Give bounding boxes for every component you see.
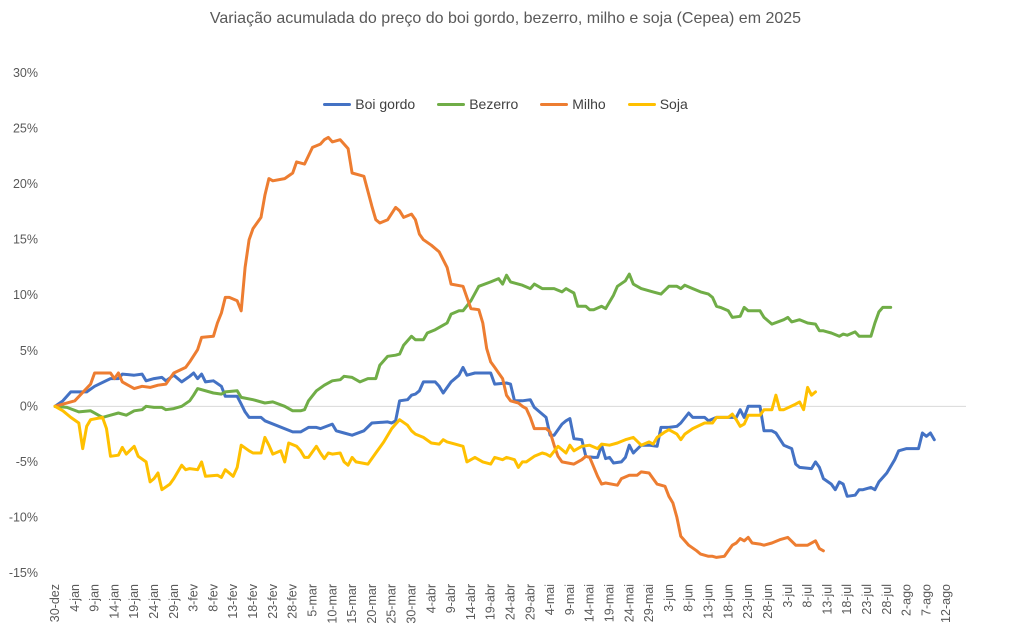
y-tick-label: 0% (20, 399, 38, 413)
x-tick-label: 30-dez (48, 584, 62, 622)
legend-swatch (437, 102, 466, 106)
x-tick-label: 4-mai (543, 584, 557, 615)
legend-swatch (627, 102, 656, 106)
legend-item: Milho (540, 96, 606, 112)
x-tick-label: 8-jun (682, 584, 696, 612)
y-tick-label: 25% (13, 122, 38, 136)
legend-label: Milho (572, 96, 606, 112)
x-tick-label: 13-jul (820, 584, 834, 615)
series-line-boi-gordo (53, 365, 936, 498)
x-tick-label: 18-jun (721, 584, 735, 619)
x-tick-label: 23-fev (266, 583, 280, 618)
x-tick-label: 4-jan (68, 584, 82, 612)
y-tick-label: -5% (16, 455, 38, 469)
x-tick-label: 10-mar (325, 584, 339, 624)
x-tick-label: 3-jul (781, 584, 795, 608)
x-tick-label: 15-mar (345, 584, 359, 624)
x-tick-label: 24-abr (504, 584, 518, 620)
legend-label: Bezerro (469, 96, 519, 112)
x-tick-label: 24-jan (147, 584, 161, 619)
y-tick-label: 20% (13, 177, 38, 191)
legend: Boi gordo Bezerro Milho Soja (0, 96, 1011, 112)
x-tick-label: 3-fev (187, 583, 201, 612)
x-tick-label: 14-jan (107, 584, 121, 619)
x-tick-label: 19-jan (127, 584, 141, 619)
x-tick-label: 19-abr (484, 584, 498, 620)
y-tick-label: 10% (13, 288, 38, 302)
y-tick-label: -10% (9, 510, 38, 524)
x-tick-label: 4-abr (424, 584, 438, 613)
y-tick-label: 5% (20, 344, 38, 358)
legend-swatch (540, 102, 569, 106)
x-tick-label: 29-mai (642, 584, 656, 622)
y-tick-label: 30% (13, 66, 38, 80)
x-tick-label: 13-fev (226, 583, 240, 618)
x-tick-label: 18-fev (246, 583, 260, 618)
series-line-bezerro (53, 272, 893, 419)
legend-label: Soja (659, 96, 688, 112)
x-tick-label: 23-jul (860, 584, 874, 615)
x-tick-label: 24-mai (622, 584, 636, 622)
x-tick-label: 9-jan (88, 584, 102, 612)
legend-swatch (323, 102, 352, 106)
y-tick-label: 15% (13, 233, 38, 247)
x-tick-label: 9-abr (444, 584, 458, 613)
x-tick-label: 29-jan (167, 584, 181, 619)
x-tick-label: 8-fev (206, 583, 220, 612)
x-axis: 30-dez 4-jan 9-jan 14-jan 19-jan 24-jan 29-jan… (48, 583, 953, 623)
x-tick-label: 25-mar (385, 584, 399, 624)
x-tick-label: 28-jul (880, 584, 894, 615)
x-tick-label: 8-jul (801, 584, 815, 608)
legend-label: Boi gordo (355, 96, 416, 112)
x-tick-label: 29-abr (523, 584, 537, 620)
x-tick-label: 2-ago (900, 584, 914, 616)
x-tick-label: 28-jun (761, 584, 775, 619)
y-axis: 30% 25% 20% 15% 10% 5% 0% -5% -10% -15% (9, 66, 966, 580)
x-tick-label: 14-abr (464, 584, 478, 620)
x-tick-label: 30-mar (404, 584, 418, 624)
x-tick-label: 9-mai (563, 584, 577, 615)
x-tick-label: 19-mai (603, 584, 617, 622)
legend-item: Soja (627, 96, 688, 112)
chart-title: Variação acumulada do preço do boi gordo… (209, 10, 802, 27)
x-tick-label: 20-mar (365, 584, 379, 624)
legend-item: Boi gordo (323, 96, 415, 112)
x-tick-label: 13-jun (702, 584, 716, 619)
y-tick-label: -15% (9, 566, 38, 580)
x-tick-label: 23-jun (741, 584, 755, 619)
x-tick-label: 12-ago (939, 584, 953, 623)
x-tick-label: 5-mar (305, 584, 319, 617)
series-line-milho (53, 135, 825, 559)
series-line-soja (53, 385, 817, 492)
x-tick-label: 14-mai (583, 584, 597, 622)
x-tick-label: 18-jul (840, 584, 854, 615)
x-tick-label: 3-jun (662, 584, 676, 612)
series-lines (53, 135, 936, 559)
x-tick-label: 28-fev (286, 583, 300, 618)
x-tick-label: 7-ago (919, 584, 933, 616)
legend-item: Bezerro (437, 96, 518, 112)
